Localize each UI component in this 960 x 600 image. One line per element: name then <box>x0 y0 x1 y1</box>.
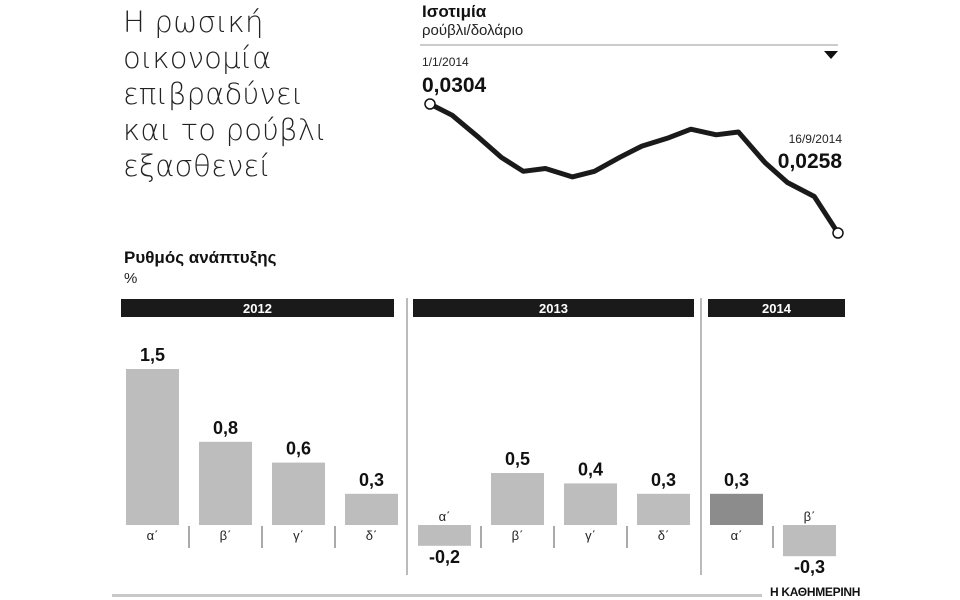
bar <box>272 462 325 525</box>
bar <box>637 493 690 525</box>
data-label: 0,3 <box>651 470 676 490</box>
category-label: α΄ <box>439 509 451 524</box>
bar <box>418 525 471 546</box>
year-label: 2012 <box>243 301 272 316</box>
category-label: γ΄ <box>293 528 304 543</box>
growth-rate-unit: % <box>124 270 138 287</box>
exchange-rate-title: Ισοτιμία <box>422 2 487 21</box>
bar <box>199 441 252 525</box>
triangle-down-icon <box>824 51 838 59</box>
category-label: β΄ <box>804 509 816 524</box>
category-label: β΄ <box>512 528 524 543</box>
headline-line: εξασθενεί <box>123 149 271 183</box>
headline-line: και το ρούβλι <box>123 113 327 147</box>
category-label: α΄ <box>147 528 159 543</box>
start-value-label: 0,0304 <box>422 74 487 97</box>
exchange-rate-unit: ρούβλι/δολάριο <box>422 22 524 39</box>
headline: Η ρωσική οικονομία επιβραδύνει και το ρο… <box>123 4 383 184</box>
data-label: 0,3 <box>724 470 749 490</box>
year-band <box>413 299 694 317</box>
headline-line: επιβραδύνει <box>123 77 304 111</box>
data-label: 0,5 <box>505 449 530 469</box>
data-label: 0,6 <box>286 439 311 459</box>
end-point <box>832 227 844 239</box>
bar <box>783 525 836 557</box>
footer-rule <box>112 594 762 597</box>
data-label: 0,8 <box>213 418 238 438</box>
bar <box>564 483 617 525</box>
bar <box>345 493 398 525</box>
bar <box>126 369 179 525</box>
headline-line: οικονομία <box>123 41 272 75</box>
year-band <box>121 299 394 317</box>
data-label: -0,2 <box>429 547 460 567</box>
year-label: 2013 <box>539 301 568 316</box>
category-label: δ΄ <box>658 528 670 543</box>
category-label: γ΄ <box>585 528 596 543</box>
growth-rate-title: Ρυθμός ανάπτυξης <box>124 248 277 267</box>
data-label: 0,3 <box>359 470 384 490</box>
source-credit: Η ΚΑΘΗΜΕΡΙΝΗ <box>770 585 861 599</box>
category-label: δ΄ <box>366 528 378 543</box>
end-value-label: 0,0258 <box>778 150 843 173</box>
category-label: α΄ <box>731 528 743 543</box>
headline-line: Η ρωσική <box>123 5 264 39</box>
data-label: 0,4 <box>578 459 603 479</box>
start-point <box>424 98 436 110</box>
category-label: β΄ <box>220 528 232 543</box>
bar <box>491 473 544 525</box>
series-line <box>427 101 841 236</box>
year-label: 2014 <box>762 301 792 316</box>
data-label: -0,3 <box>794 557 825 577</box>
end-date-label: 16/9/2014 <box>789 132 843 146</box>
year-band <box>708 299 845 317</box>
start-date-label: 1/1/2014 <box>422 55 469 69</box>
bar <box>710 493 763 525</box>
data-label: 1,5 <box>140 345 165 365</box>
exchange-rate-chart: 1/1/2014 0,0304 16/9/2014 0,0258 <box>420 44 844 239</box>
